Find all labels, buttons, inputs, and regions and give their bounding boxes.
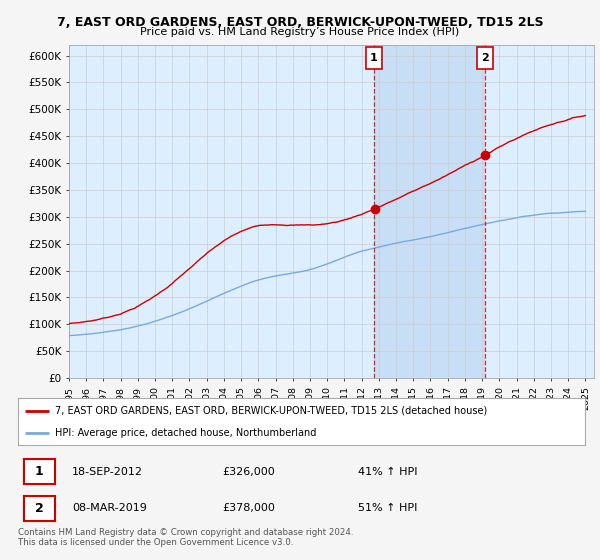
FancyBboxPatch shape [478,48,493,69]
Text: 7, EAST ORD GARDENS, EAST ORD, BERWICK-UPON-TWEED, TD15 2LS (detached house): 7, EAST ORD GARDENS, EAST ORD, BERWICK-U… [55,406,487,416]
Bar [374,45,485,378]
Text: 1: 1 [35,465,44,478]
FancyBboxPatch shape [23,459,55,484]
Text: 41% ↑ HPI: 41% ↑ HPI [358,467,418,477]
FancyBboxPatch shape [366,48,382,69]
Text: 51% ↑ HPI: 51% ↑ HPI [358,503,418,513]
Text: 18-SEP-2012: 18-SEP-2012 [72,467,143,477]
Text: 2: 2 [481,53,489,63]
Text: 1: 1 [370,53,378,63]
Text: Price paid vs. HM Land Registry’s House Price Index (HPI): Price paid vs. HM Land Registry’s House … [140,27,460,37]
Text: 08-MAR-2019: 08-MAR-2019 [72,503,147,513]
Text: Contains HM Land Registry data © Crown copyright and database right 2024.
This d: Contains HM Land Registry data © Crown c… [18,528,353,547]
Text: 2: 2 [35,502,44,515]
Text: £326,000: £326,000 [222,467,275,477]
Text: 7, EAST ORD GARDENS, EAST ORD, BERWICK-UPON-TWEED, TD15 2LS: 7, EAST ORD GARDENS, EAST ORD, BERWICK-U… [56,16,544,29]
Text: HPI: Average price, detached house, Northumberland: HPI: Average price, detached house, Nort… [55,428,316,438]
FancyBboxPatch shape [23,496,55,521]
Text: £378,000: £378,000 [222,503,275,513]
